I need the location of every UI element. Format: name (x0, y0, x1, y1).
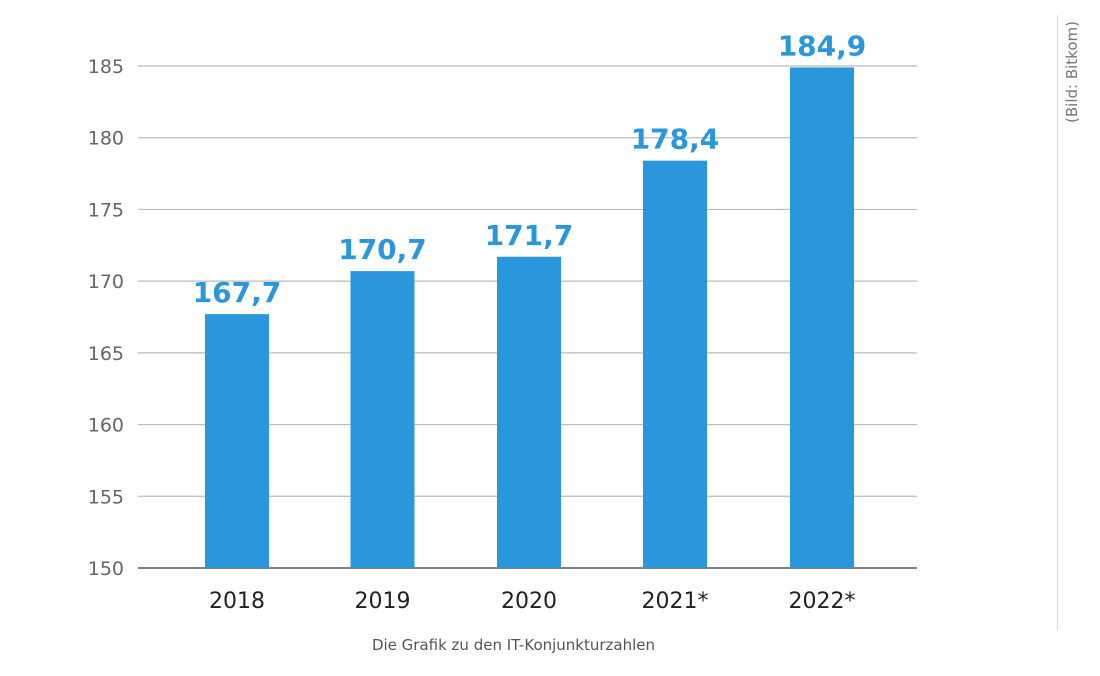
data-label: 171,7 (485, 219, 574, 252)
data-label: 178,4 (631, 123, 720, 156)
x-tick-label: 2021* (642, 589, 709, 614)
y-tick-label: 175 (88, 199, 124, 221)
bar (205, 314, 269, 568)
y-tick-label: 180 (88, 128, 124, 150)
y-tick-label: 185 (88, 56, 124, 78)
credit-divider (1057, 15, 1058, 630)
data-label: 170,7 (338, 233, 427, 266)
bar (790, 67, 854, 568)
image-credit: (Bild: Bitkom) (1063, 21, 1081, 123)
y-tick-label: 160 (88, 415, 124, 437)
x-tick-label: 2022* (789, 589, 856, 614)
bar (497, 256, 561, 568)
x-tick-label: 2018 (209, 589, 265, 614)
y-tick-label: 150 (88, 558, 124, 580)
bar (643, 160, 707, 569)
y-tick-label: 170 (88, 271, 124, 293)
bar (350, 271, 415, 568)
data-label: 184,9 (778, 29, 867, 62)
x-tick-label: 2019 (355, 589, 411, 614)
bar-chart: 150 155 160 165 170 175 180 185 167,7 2018 170,7 20… (88, 29, 917, 614)
x-tick-label: 2020 (501, 589, 557, 614)
y-tick-label: 155 (88, 486, 124, 508)
y-tick-label: 165 (88, 343, 124, 365)
data-label: 167,7 (193, 276, 282, 309)
figure-caption: Die Grafik zu den IT-Konjunkturzahlen (371, 636, 656, 654)
